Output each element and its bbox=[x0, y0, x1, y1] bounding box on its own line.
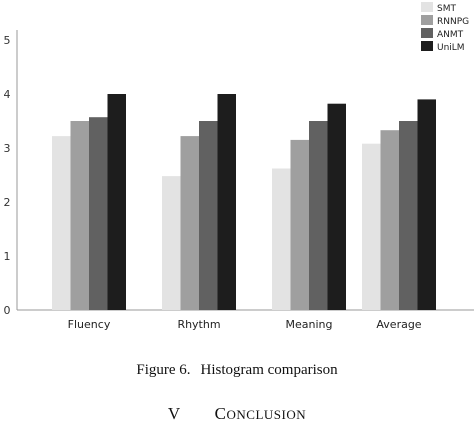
legend-swatch-smt bbox=[421, 2, 433, 12]
y-tick-label: 1 bbox=[4, 250, 11, 263]
section-title-rest: ONCLUSION bbox=[226, 407, 307, 422]
bar-unilm-average bbox=[417, 99, 436, 311]
legend-label: ANMT bbox=[437, 30, 464, 40]
y-tick-label: 4 bbox=[4, 88, 11, 101]
bar-unilm-fluency bbox=[107, 94, 126, 310]
bar-anmt-average bbox=[399, 121, 418, 310]
figure-caption-text: Histogram comparison bbox=[200, 362, 338, 378]
legend-label: SMT bbox=[437, 4, 456, 14]
bar-smt-rhythm bbox=[162, 176, 181, 310]
x-tick-label: Fluency bbox=[68, 318, 111, 331]
legend-label: UniLM bbox=[437, 43, 465, 53]
y-tick-label: 5 bbox=[4, 34, 11, 47]
bar-anmt-meaning bbox=[309, 121, 328, 310]
legend: SMT RNNPG ANMT UniLM bbox=[421, 2, 469, 53]
y-tick-label: 0 bbox=[4, 304, 11, 317]
legend-swatch-anmt bbox=[421, 28, 433, 38]
legend-swatch-rnnpg bbox=[421, 15, 433, 25]
x-tick-labels: Fluency Rhythm Meaning Average bbox=[68, 318, 422, 331]
bar-smt-fluency bbox=[52, 136, 71, 310]
y-tick-label: 3 bbox=[4, 142, 11, 155]
bar-anmt-fluency bbox=[89, 117, 108, 310]
bar-unilm-meaning bbox=[327, 103, 346, 310]
bar-chart: 0 1 2 3 4 5 Fluency Rhythm Meaning Average SMT RN… bbox=[4, 2, 474, 331]
section-number: V bbox=[167, 404, 181, 423]
legend-swatch-unilm bbox=[421, 41, 433, 51]
bar-rnnpg-meaning bbox=[290, 139, 309, 310]
section-title-initial: C bbox=[214, 404, 227, 423]
bar-anmt-rhythm bbox=[199, 121, 218, 310]
legend-label: RNNPG bbox=[437, 17, 469, 27]
x-tick-label: Meaning bbox=[286, 318, 333, 331]
figure-label: Figure 6. bbox=[136, 362, 191, 378]
figure-caption: Figure 6. Histogram comparison bbox=[0, 362, 474, 379]
bar-group bbox=[52, 94, 436, 311]
x-tick-label: Rhythm bbox=[177, 318, 220, 331]
bar-rnnpg-average bbox=[380, 130, 399, 310]
x-tick-label: Average bbox=[376, 318, 421, 331]
y-tick-labels: 0 1 2 3 4 5 bbox=[4, 34, 11, 317]
section-heading: V CONCLUSION bbox=[0, 404, 474, 424]
bar-rnnpg-rhythm bbox=[180, 136, 199, 310]
bar-unilm-rhythm bbox=[217, 94, 236, 310]
bar-smt-average bbox=[362, 143, 381, 310]
bar-rnnpg-fluency bbox=[70, 121, 89, 310]
bar-smt-meaning bbox=[272, 168, 291, 310]
y-tick-label: 2 bbox=[4, 196, 11, 209]
